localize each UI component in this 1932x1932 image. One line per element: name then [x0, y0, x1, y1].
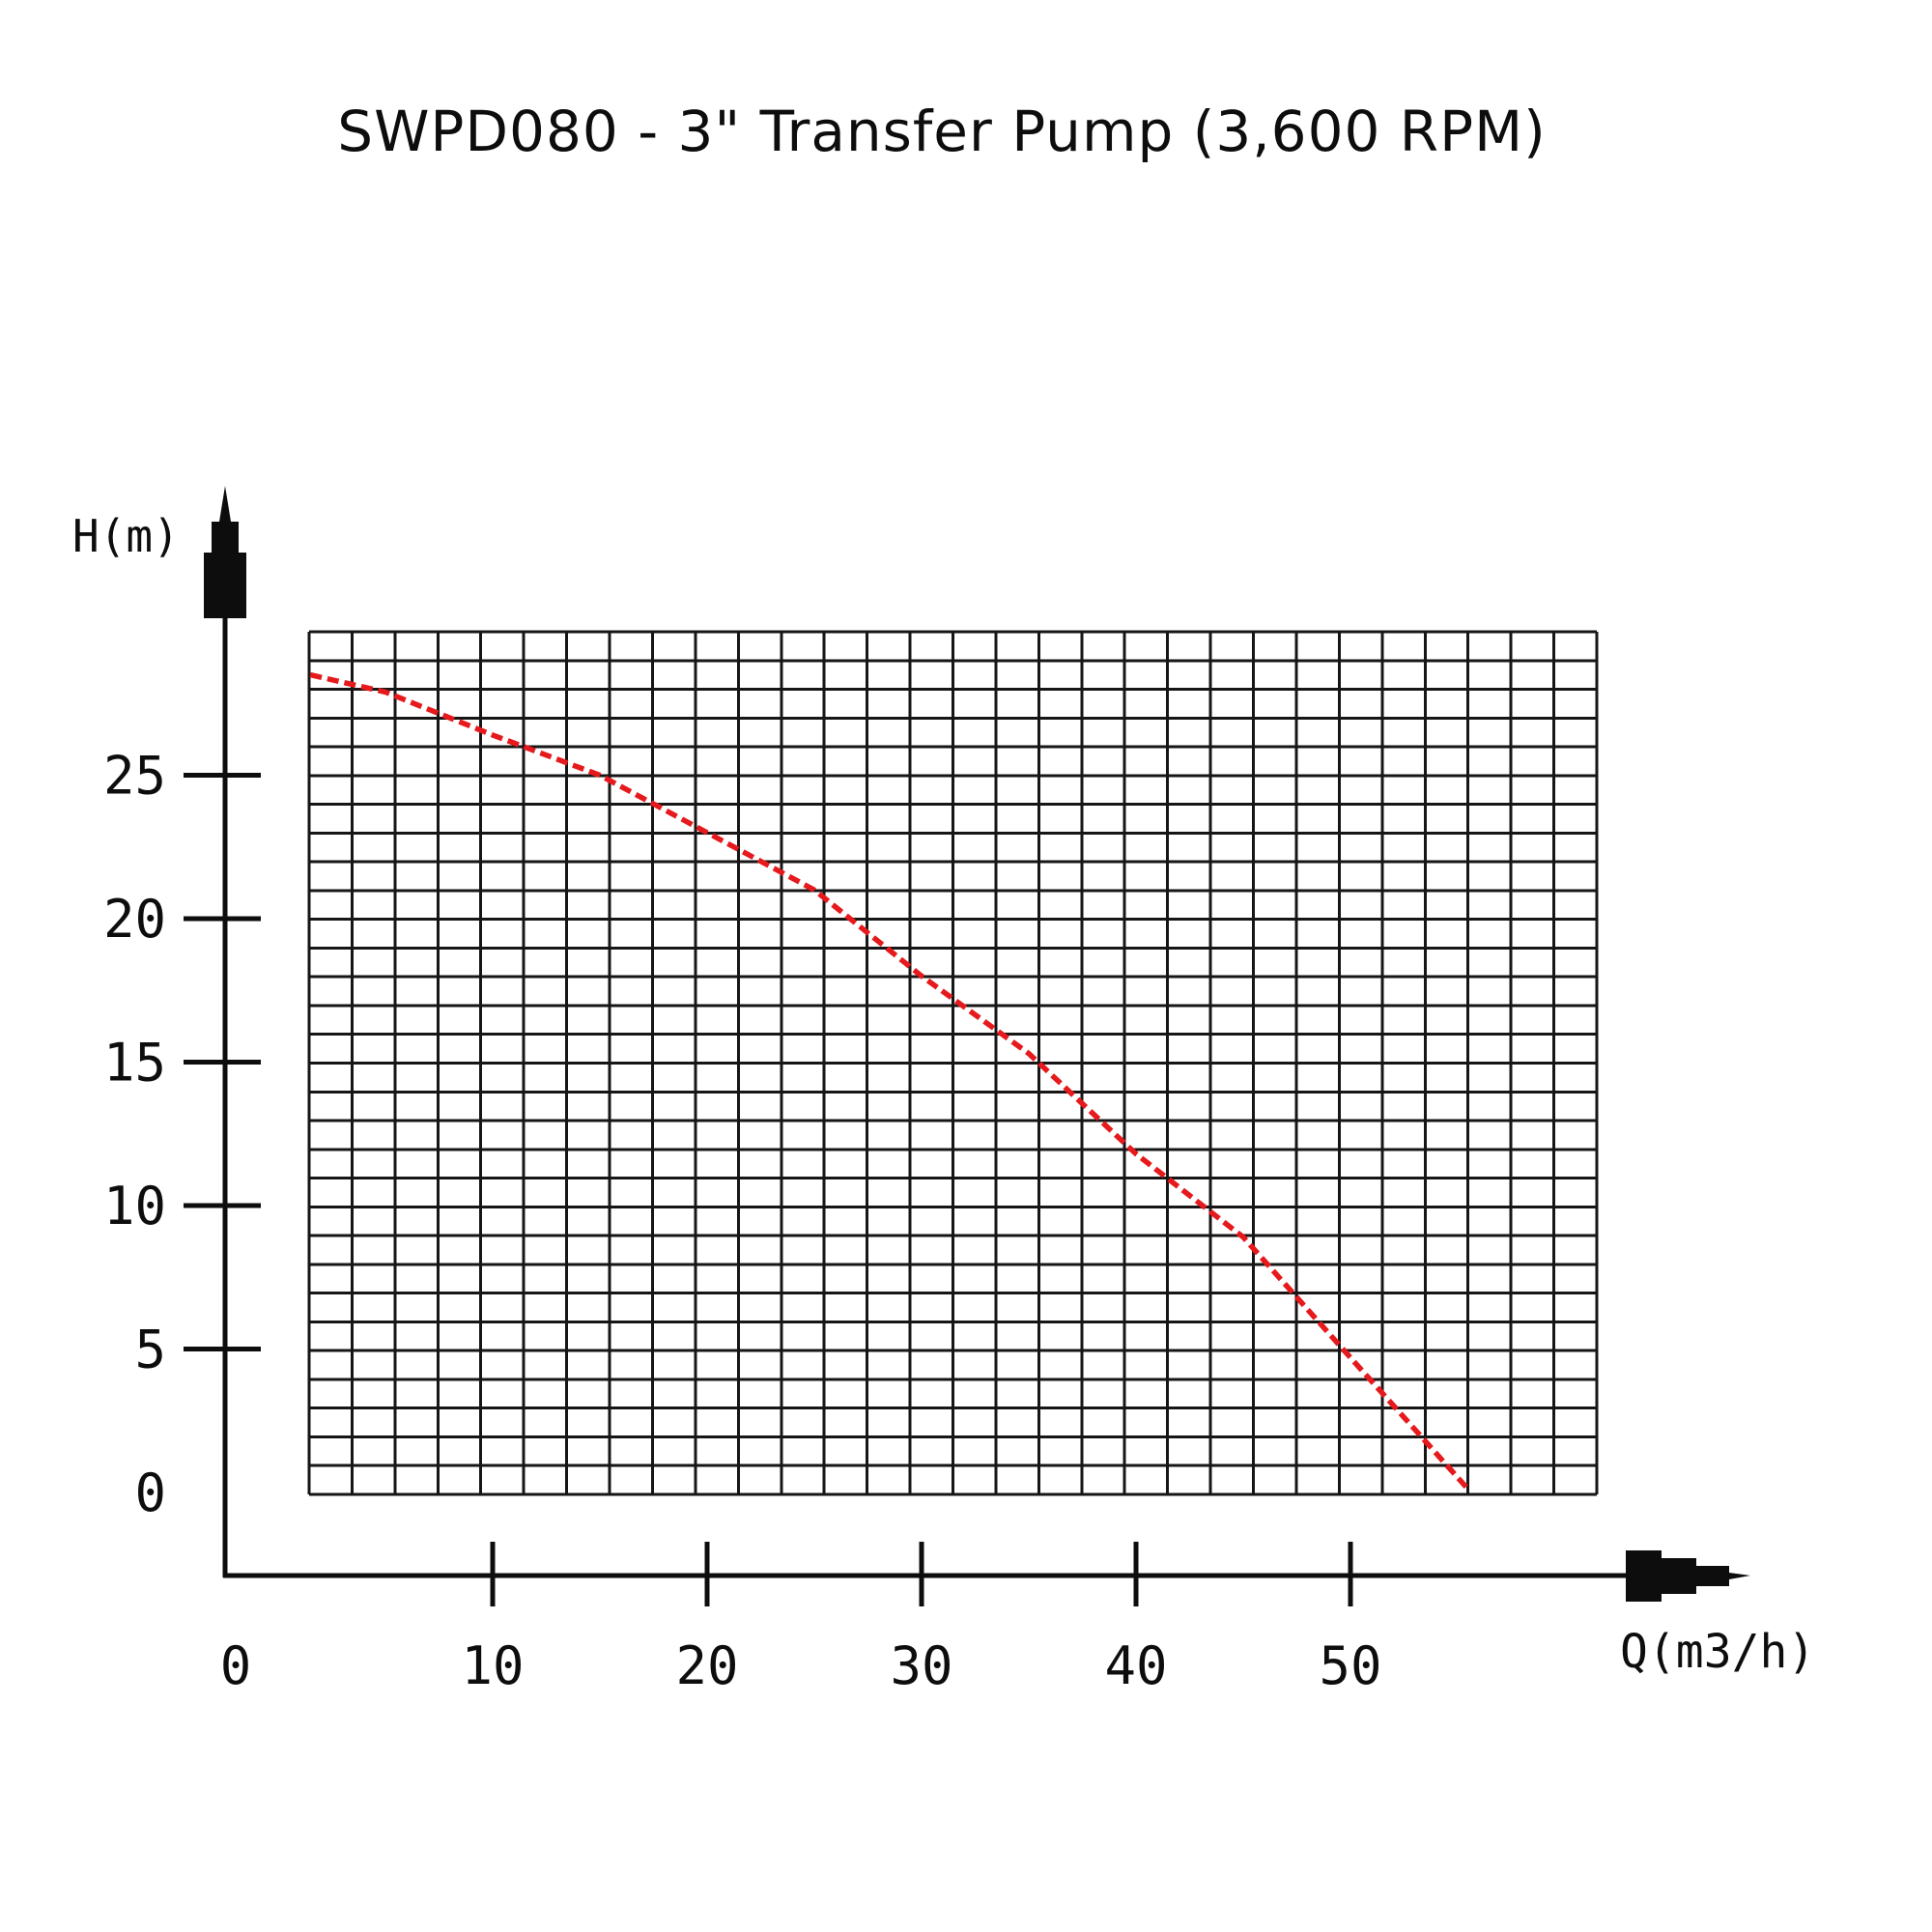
y-axis-label: H(m): [72, 510, 180, 562]
y-tick-label: 10: [103, 1176, 166, 1236]
y-tick-label: 25: [103, 746, 166, 807]
x-tick-label: 50: [1319, 1635, 1381, 1696]
y-tick-label: 15: [103, 1033, 166, 1094]
curve-path: [309, 671, 1471, 1492]
y-tick-label: 0: [134, 1463, 166, 1523]
x-tick-label: 30: [890, 1635, 952, 1696]
x-axis-label: Q(m3/h): [1620, 1625, 1815, 1679]
x-tick-label: 20: [675, 1635, 738, 1696]
x-tick-label: 0: [220, 1635, 252, 1696]
chart-title: SWPD080 - 3" Transfer Pump (3,600 RPM): [337, 99, 1547, 164]
x-tick-label: 40: [1104, 1635, 1167, 1696]
x-axis-arrow-icon: [1626, 1550, 1750, 1602]
y-tick-label: 5: [134, 1320, 166, 1380]
y-tick-label: 20: [103, 889, 166, 950]
x-tick-label: 10: [461, 1635, 524, 1696]
y-axis-arrow-icon: [204, 486, 246, 618]
